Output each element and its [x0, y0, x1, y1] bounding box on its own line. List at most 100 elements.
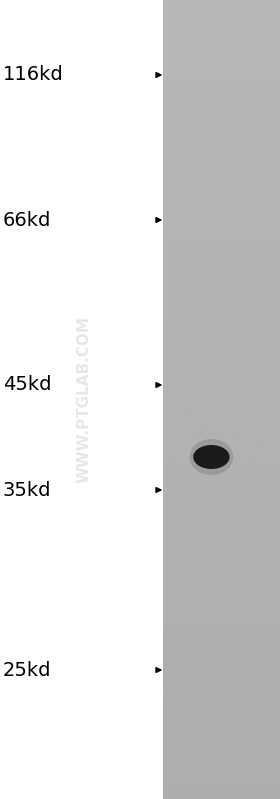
- Point: [170, 348, 175, 360]
- Point: [235, 188, 240, 201]
- Point: [175, 136, 180, 149]
- Point: [196, 633, 200, 646]
- Point: [271, 672, 276, 685]
- Point: [263, 769, 267, 782]
- Point: [227, 186, 232, 199]
- Point: [183, 0, 188, 9]
- Point: [257, 129, 262, 141]
- Point: [276, 750, 280, 763]
- Bar: [163, 106, 280, 120]
- Point: [200, 634, 204, 647]
- Point: [199, 143, 203, 156]
- Point: [185, 388, 190, 401]
- Point: [207, 96, 211, 109]
- Point: [161, 301, 165, 314]
- Point: [223, 499, 227, 511]
- Point: [184, 49, 188, 62]
- Point: [211, 46, 216, 58]
- Point: [180, 455, 184, 467]
- Point: [218, 213, 222, 226]
- Bar: [163, 253, 280, 266]
- Point: [171, 252, 176, 265]
- Point: [223, 420, 228, 433]
- Point: [214, 141, 218, 153]
- Point: [170, 361, 175, 374]
- Point: [241, 170, 246, 183]
- Point: [276, 536, 280, 549]
- Point: [207, 568, 211, 581]
- Point: [274, 610, 279, 622]
- Point: [213, 23, 218, 36]
- Point: [175, 444, 180, 457]
- Point: [206, 467, 210, 479]
- Point: [225, 697, 229, 710]
- Point: [188, 6, 192, 19]
- Point: [222, 174, 227, 187]
- Point: [278, 419, 280, 431]
- Point: [164, 474, 169, 487]
- Point: [179, 773, 184, 785]
- Point: [195, 256, 200, 268]
- Point: [211, 786, 216, 799]
- Point: [167, 72, 171, 85]
- Point: [239, 427, 243, 439]
- Point: [183, 403, 188, 416]
- Point: [181, 228, 185, 240]
- Point: [208, 716, 213, 729]
- Point: [207, 257, 212, 270]
- Point: [275, 745, 279, 758]
- Point: [190, 524, 195, 537]
- Point: [164, 283, 169, 296]
- Point: [211, 337, 216, 350]
- Bar: [163, 213, 280, 226]
- Point: [262, 419, 267, 431]
- Point: [243, 308, 247, 320]
- Point: [164, 391, 168, 403]
- Point: [196, 344, 201, 357]
- Point: [166, 404, 170, 417]
- Point: [248, 256, 252, 269]
- Point: [223, 490, 227, 503]
- Point: [233, 12, 237, 25]
- Point: [211, 139, 215, 152]
- Point: [260, 523, 265, 535]
- Point: [213, 393, 217, 406]
- Point: [161, 157, 165, 170]
- Point: [175, 319, 179, 332]
- Point: [214, 34, 219, 47]
- Point: [201, 415, 206, 428]
- Point: [270, 4, 275, 17]
- Point: [257, 611, 262, 624]
- Point: [271, 553, 275, 566]
- Point: [219, 399, 224, 411]
- Point: [273, 718, 277, 731]
- Point: [257, 370, 261, 383]
- Point: [189, 77, 193, 89]
- Point: [192, 555, 196, 567]
- Point: [228, 320, 232, 333]
- Point: [200, 531, 204, 544]
- Point: [189, 210, 193, 223]
- Point: [197, 316, 202, 329]
- Point: [263, 484, 268, 497]
- Point: [249, 307, 254, 320]
- Point: [200, 168, 204, 181]
- Point: [222, 4, 227, 17]
- Point: [271, 630, 276, 643]
- Point: [238, 499, 242, 512]
- Point: [213, 492, 218, 505]
- Point: [190, 13, 195, 26]
- Point: [231, 2, 236, 15]
- Point: [197, 236, 202, 248]
- Point: [268, 530, 273, 543]
- Point: [215, 279, 220, 292]
- Point: [273, 761, 278, 774]
- Point: [167, 482, 171, 495]
- Point: [270, 276, 274, 288]
- Point: [214, 237, 219, 249]
- Point: [171, 304, 175, 316]
- Point: [249, 43, 253, 56]
- Point: [200, 519, 204, 532]
- Point: [254, 415, 259, 427]
- Point: [171, 282, 175, 295]
